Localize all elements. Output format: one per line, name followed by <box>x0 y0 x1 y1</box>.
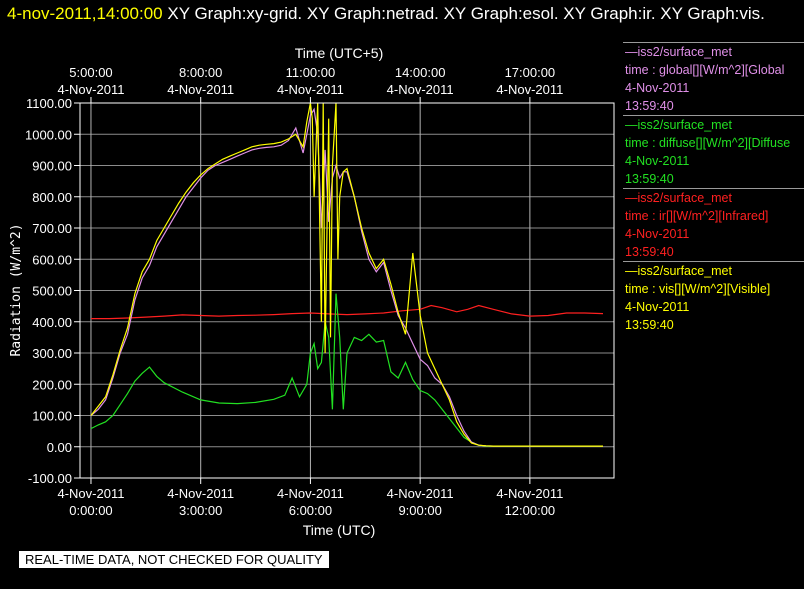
legend-variable: time : ir[][W/m^2][Infrared] <box>625 209 769 223</box>
series-line <box>90 103 603 447</box>
x-axis-label: Time (UTC) <box>303 522 376 538</box>
y-tick-label: 100.00 <box>32 409 72 424</box>
x2-tick-label: 4-Nov-2011 <box>496 82 563 97</box>
y-tick-label: 600.00 <box>32 252 72 267</box>
y-tick-label: 800.00 <box>32 190 72 205</box>
x-tick-label: 4-Nov-2011 <box>496 486 563 501</box>
title-timestamp: 4-nov-2011,14:00:00 <box>7 4 163 23</box>
title-graph-list: XY Graph:xy-grid. XY Graph:netrad. XY Gr… <box>162 4 765 23</box>
x2-tick-label: 4-Nov-2011 <box>167 82 234 97</box>
legend-time: 13:59:40 <box>625 318 674 332</box>
legend-date: 4-Nov-2011 <box>625 81 690 95</box>
x-tick-label: 3:00:00 <box>179 503 222 518</box>
legend-variable: time : vis[][W/m^2][Visible] <box>625 282 771 296</box>
y-tick-label: 1000.00 <box>25 127 72 142</box>
x-tick-label: 0:00:00 <box>69 503 112 518</box>
y-tick-label: 200.00 <box>32 377 72 392</box>
legend-time: 13:59:40 <box>625 172 674 186</box>
series-line <box>90 107 603 447</box>
x-tick-label: 9:00:00 <box>398 503 441 518</box>
legend-date: 4-Nov-2011 <box>625 227 690 241</box>
x2-tick-label: 8:00:00 <box>179 65 222 80</box>
graph-title: 4-nov-2011,14:00:00 XY Graph:xy-grid. XY… <box>7 3 802 25</box>
y-axis-label: Radiation (W/m^2) <box>9 223 24 356</box>
legend-date: 4-Nov-2011 <box>625 154 690 168</box>
x2-tick-label: 5:00:00 <box>69 65 112 80</box>
legend-variable: time : global[][W/m^2][Global <box>625 63 785 77</box>
x2-tick-label: 4-Nov-2011 <box>387 82 454 97</box>
y-tick-label: 400.00 <box>32 315 72 330</box>
x2-tick-label: 4-Nov-2011 <box>277 82 344 97</box>
legend-station: —iss2/surface_met <box>625 264 732 278</box>
y-tick-label: 1100.00 <box>26 96 72 111</box>
legend-time: 13:59:40 <box>625 245 674 259</box>
x-tick-label: 4-Nov-2011 <box>57 486 124 501</box>
x2-tick-label: 14:00:00 <box>395 65 446 80</box>
x-tick-label: 6:00:00 <box>289 503 332 518</box>
series-line <box>90 293 603 447</box>
legend-variable: time : diffuse[][W/m^2][Diffuse <box>625 136 791 150</box>
y-tick-label: -100.00 <box>28 471 72 486</box>
legend-time: 13:59:40 <box>625 99 674 113</box>
x2-tick-label: 17:00:00 <box>505 65 556 80</box>
y-tick-label: 900.00 <box>32 159 72 174</box>
x2-tick-label: 4-Nov-2011 <box>57 82 124 97</box>
x-tick-label: 12:00:00 <box>505 503 556 518</box>
x2-axis-label: Time (UTC+5) <box>295 45 384 61</box>
legend-date: 4-Nov-2011 <box>625 300 690 314</box>
x2-tick-label: 11:00:00 <box>286 65 336 80</box>
legend-station: —iss2/surface_met <box>625 45 732 59</box>
x-tick-label: 4-Nov-2011 <box>387 486 454 501</box>
x-tick-label: 4-Nov-2011 <box>277 486 344 501</box>
y-tick-label: 300.00 <box>32 346 72 361</box>
x-tick-label: 4-Nov-2011 <box>167 486 234 501</box>
y-tick-label: 0.00 <box>47 440 72 455</box>
axes: -100.00 0.00 100.00 200.00 300.00 400.00 500.0… <box>25 65 563 518</box>
quality-disclaimer: REAL-TIME DATA, NOT CHECKED FOR QUALITY <box>19 551 329 568</box>
grid-lines <box>80 102 614 479</box>
series-lines <box>90 103 604 447</box>
series-line <box>91 304 604 320</box>
y-tick-label: 700.00 <box>32 221 72 236</box>
y-tick-label: 500.00 <box>32 284 72 299</box>
legend-station: —iss2/surface_met <box>625 191 732 205</box>
legend-station: —iss2/surface_met <box>625 118 732 132</box>
